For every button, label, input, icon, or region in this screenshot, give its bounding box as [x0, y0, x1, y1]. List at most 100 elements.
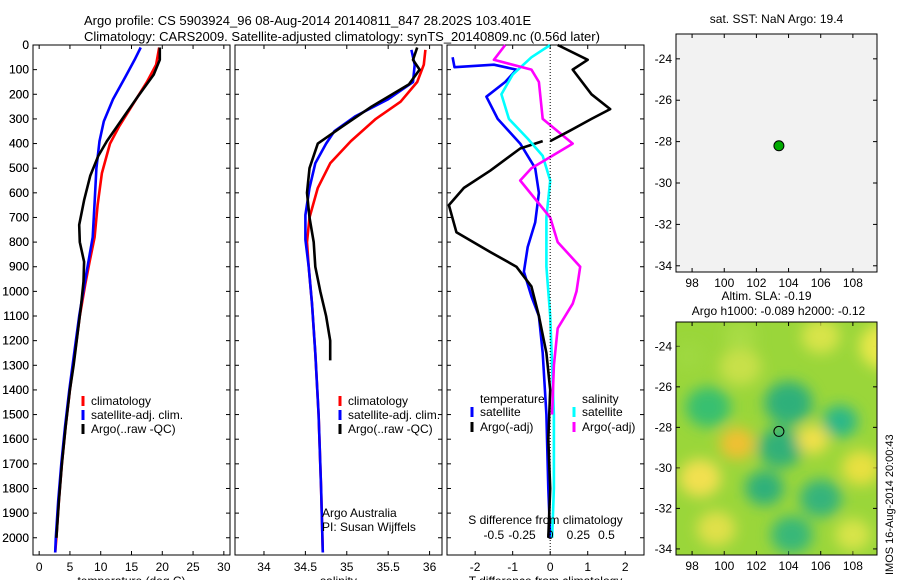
legend-label: satellite-adj. clim. [91, 408, 183, 422]
legend-label: Argo(..raw -QC) [348, 422, 433, 436]
salinity-panel: 34 34.5 35 35.5 36 salinity climatologysatelli… [234, 44, 443, 580]
y-tick-label: 200 [9, 87, 29, 101]
depth-tick-label: 1300 [2, 358, 29, 372]
sla-blob [724, 322, 757, 351]
legend-label: Argo(-adj) [582, 420, 635, 434]
plot-frame [32, 44, 231, 556]
sla-blob [841, 450, 877, 486]
top-tick-label: -0.5 [484, 528, 505, 542]
y-tick-label: 800 [9, 235, 29, 249]
map-x-tick-label: 108 [843, 559, 863, 573]
sla-blob [679, 459, 722, 497]
y-tick-label: 100 [9, 63, 29, 77]
y-tick-label: 1000 [2, 284, 29, 298]
map-y-tick-label: -28 [655, 420, 673, 434]
sla-blob [859, 324, 877, 369]
x-tick-label: 10 [94, 560, 108, 574]
map-x-tick-label: 100 [714, 559, 734, 573]
series-line-argo-t-upper [549, 43, 612, 143]
map-y-tick-label: -30 [655, 461, 673, 475]
depth-tick-label: 100 [9, 63, 29, 77]
credit-line-2: PI: Susan Wijffels [322, 520, 416, 534]
map-y-tick-label: -32 [655, 217, 673, 231]
y-tick-label: 0 [22, 38, 29, 52]
map-x-tick-label: 108 [843, 276, 863, 290]
temperature-panel: 0 5 10 15 20 25 300100200300400500600700800900… [2, 38, 231, 580]
depth-tick-label: 1800 [2, 481, 29, 495]
legend-label: satellite [582, 405, 623, 419]
y-tick-label: 900 [9, 260, 29, 274]
x-tick-label: 0 [36, 560, 43, 574]
series-line-salinity-argo-adj- [492, 44, 582, 415]
sla-blob [745, 470, 784, 506]
x-tick-label: 35 [340, 560, 354, 574]
legend-label: Argo(..raw -QC) [91, 422, 176, 436]
series-line-argo-raw-qc- [55, 47, 162, 538]
sla-blob [801, 322, 841, 354]
top-tick-label: 0 [547, 528, 554, 542]
depth-tick-label: 500 [9, 161, 29, 175]
map-title-1: Altim. SLA: -0.19 [721, 289, 811, 303]
depth-tick-label: 0 [22, 38, 29, 52]
map-x-tick-label: 98 [685, 276, 699, 290]
depth-tick-label: 700 [9, 210, 29, 224]
map-border [675, 321, 878, 556]
top-axis-label: S difference from climatology [468, 513, 623, 527]
argo-location-marker [773, 425, 785, 437]
depth-tick-label: 1600 [2, 432, 29, 446]
x-axis-label: salinity [320, 574, 357, 580]
map-y-tick-label: -28 [655, 135, 673, 149]
x-tick-label: 2 [622, 560, 629, 574]
top-tick-label: 0.25 [567, 528, 591, 542]
map-y-tick-label: -34 [655, 259, 673, 273]
x-tick-label: -1 [507, 560, 518, 574]
y-tick-label: 700 [9, 210, 29, 224]
header-line-2: Climatology: CARS2009. Satellite-adjuste… [84, 29, 600, 44]
y-tick-label: 1200 [2, 334, 29, 348]
header-line-1: Argo profile: CS 5903924_96 08-Aug-2014 … [84, 13, 532, 28]
sla-blob [835, 518, 871, 551]
difference-panel: -2 -1 0 1 2T difference from climatology S di… [446, 43, 645, 580]
top-tick-label: 0.5 [598, 528, 615, 542]
plot-frame [446, 44, 645, 556]
sla-blob [696, 511, 736, 547]
sla-field [676, 322, 877, 554]
y-tick-label: 600 [9, 186, 29, 200]
x-tick-label: -2 [470, 560, 481, 574]
x-axis-label: temperature (deg C) [77, 574, 185, 580]
map-y-tick-label: -24 [655, 339, 673, 353]
depth-tick-label: 1000 [2, 284, 29, 298]
x-tick-label: 15 [125, 560, 139, 574]
x-axis-label: T difference from climatology [469, 574, 623, 580]
map-title-2: Argo h1000: -0.089 h2000: -0.12 [692, 304, 866, 318]
y-tick-label: 500 [9, 161, 29, 175]
top-tick-label: -0.25 [508, 528, 536, 542]
sla-blob [685, 386, 731, 428]
credit-line-1: Argo Australia [322, 506, 397, 520]
depth-tick-label: 200 [9, 87, 29, 101]
depth-tick-label: 1200 [2, 334, 29, 348]
map-y-tick-label: -26 [655, 93, 673, 107]
sla-blob [719, 427, 755, 460]
sla-blob [799, 479, 842, 518]
map-title: sat. SST: NaN Argo: 19.4 [710, 12, 844, 26]
x-tick-label: 20 [156, 560, 170, 574]
legend-title-salinity: salinity [582, 392, 619, 406]
x-tick-label: 25 [186, 560, 200, 574]
legend-label: satellite [480, 405, 521, 419]
sla-blob [822, 405, 858, 438]
depth-tick-label: 300 [9, 112, 29, 126]
sla-blob [758, 427, 804, 468]
y-tick-label: 400 [9, 137, 29, 151]
y-tick-label: 2000 [2, 531, 29, 545]
depth-tick-label: 1700 [2, 457, 29, 471]
legend-label: climatology [91, 394, 151, 408]
map-y-tick-label: -34 [655, 542, 673, 556]
map-y-tick-label: -32 [655, 501, 673, 515]
y-tick-label: 1500 [2, 408, 29, 422]
series-line-temperature-argo-adj- [447, 139, 552, 538]
y-tick-label: 1800 [2, 481, 29, 495]
depth-tick-label: 400 [9, 137, 29, 151]
depth-tick-label: 600 [9, 186, 29, 200]
